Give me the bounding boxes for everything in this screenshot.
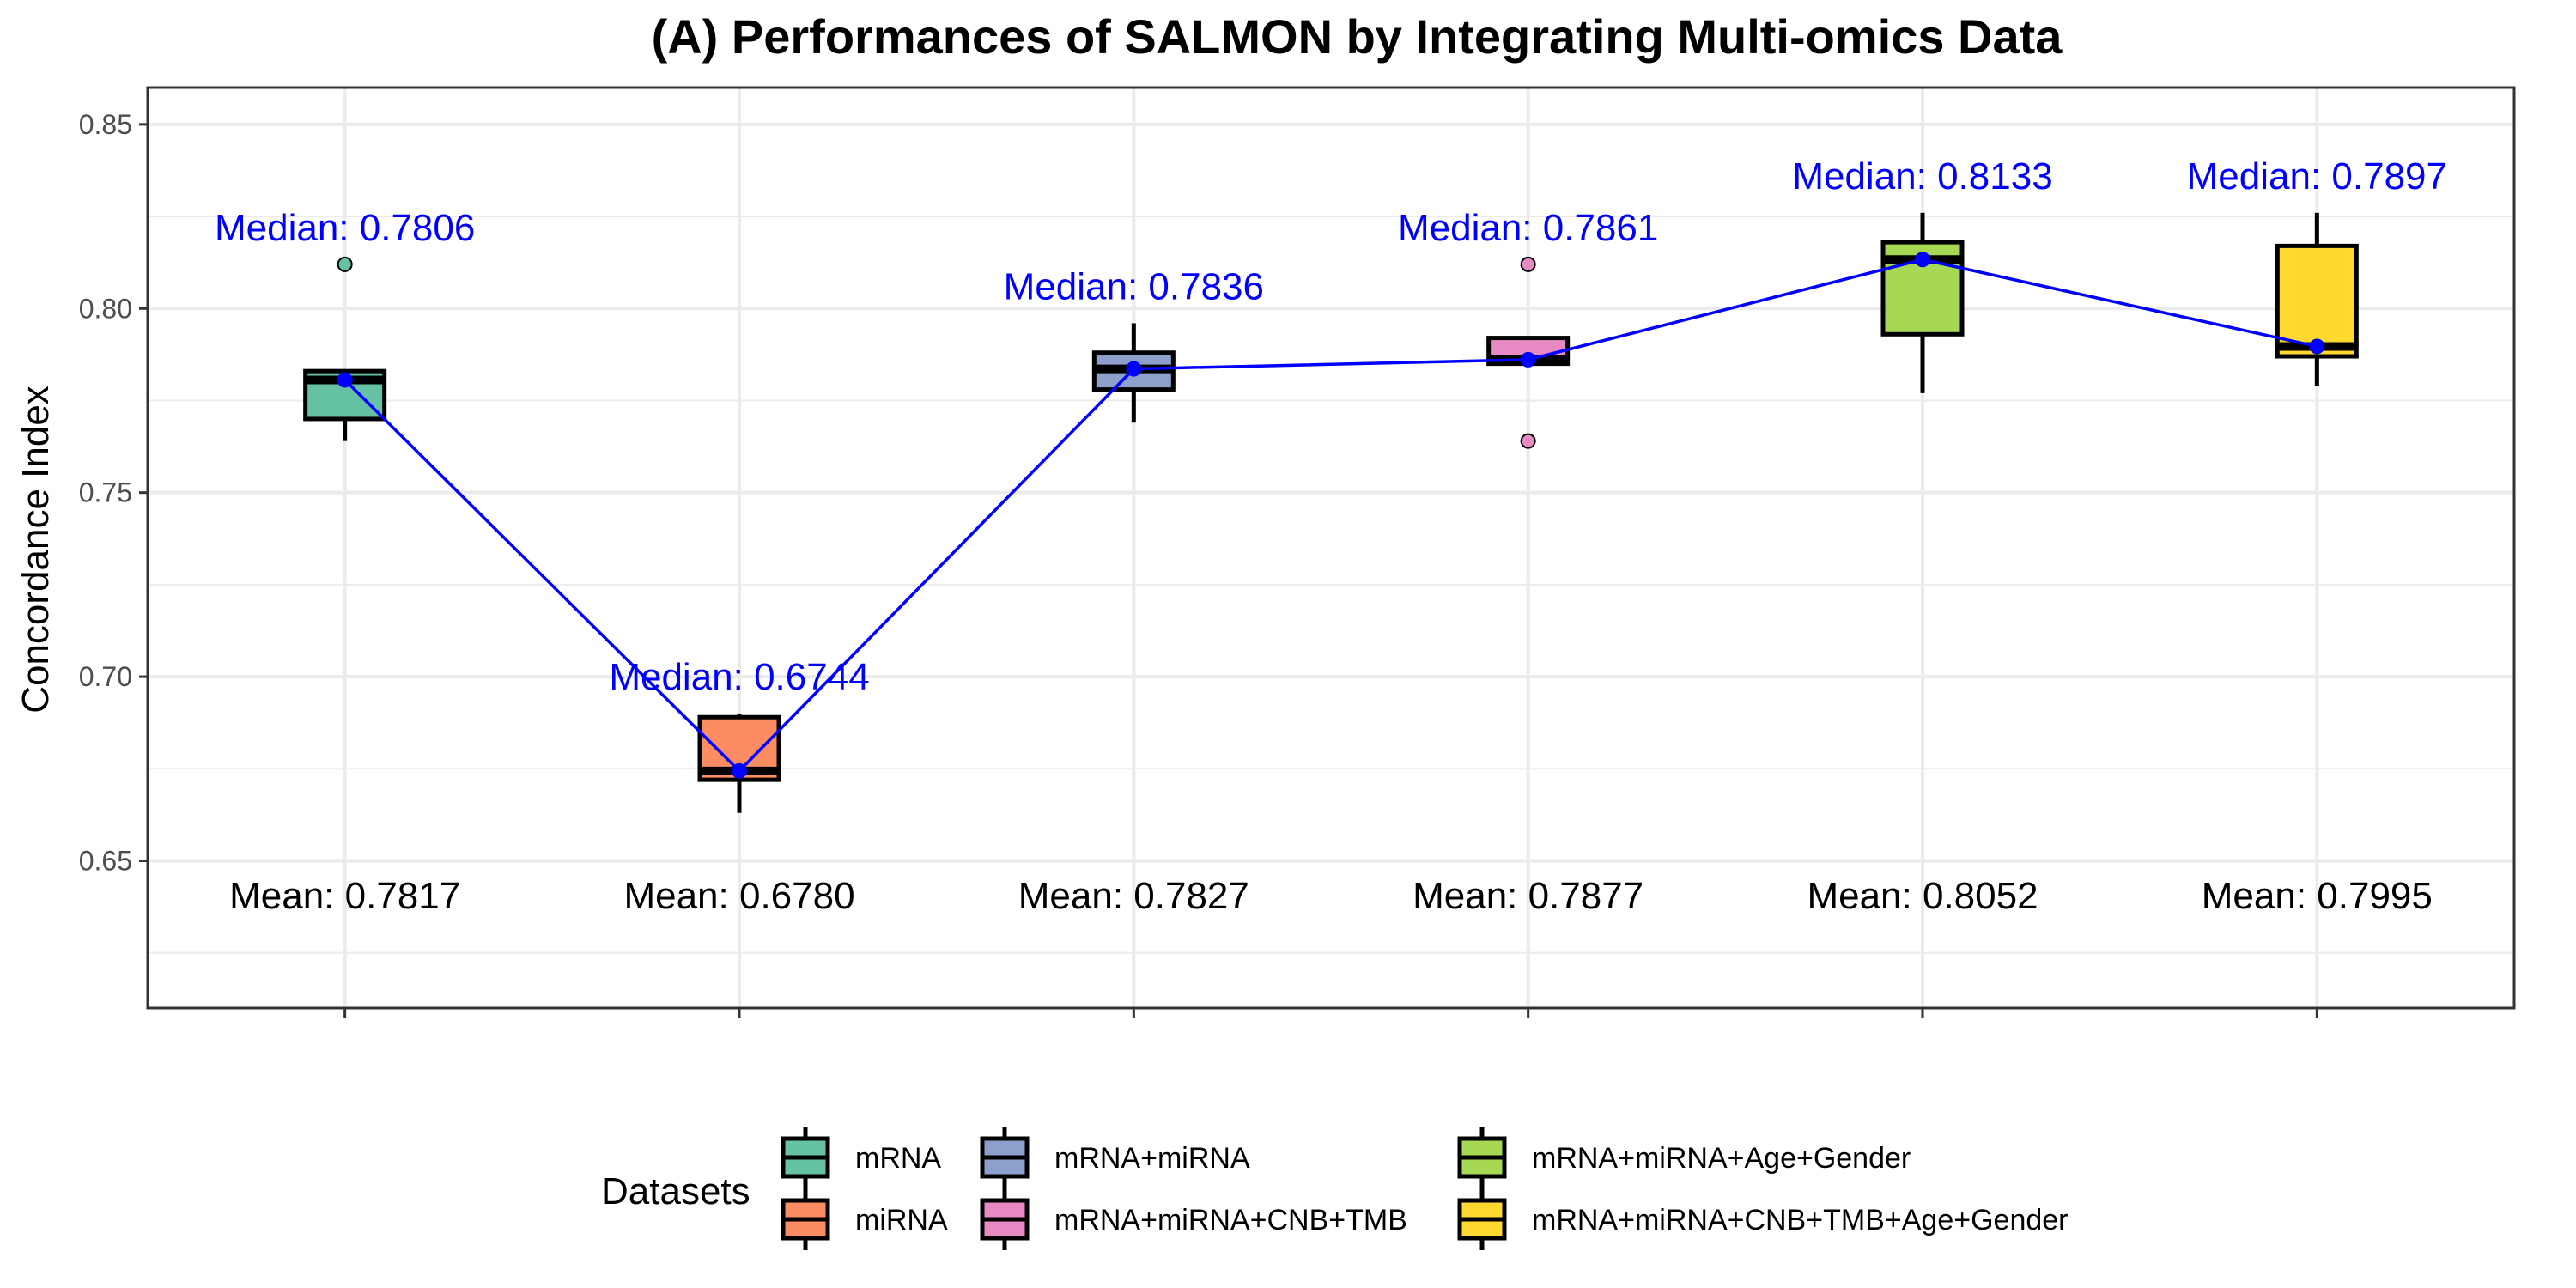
legend-item: mRNA+miRNA+CNB+TMB+Age+Gender: [1457, 1188, 2069, 1250]
legend-item: mRNA+miRNA+Age+Gender: [1457, 1127, 1911, 1188]
mean-label: Mean: 0.8052: [1807, 875, 2038, 917]
y-tick-label: 0.85: [79, 109, 132, 140]
mean-label: Mean: 0.7817: [229, 875, 460, 917]
median-label: Median: 0.7836: [1004, 265, 1264, 307]
y-tick-label: 0.75: [79, 477, 132, 508]
median-point: [1915, 252, 1930, 268]
mean-label: Mean: 0.7995: [2202, 875, 2433, 917]
chart-title: (A) Performances of SALMON by Integratin…: [652, 9, 2063, 64]
legend-item: mRNA: [781, 1127, 941, 1188]
median-point: [732, 762, 747, 779]
median-point: [1126, 361, 1142, 377]
legend-label: mRNA+miRNA+Age+Gender: [1532, 1142, 1911, 1175]
outlier-point: [1520, 256, 1536, 272]
legend-title: Datasets: [601, 1170, 750, 1212]
y-tick-label: 0.65: [79, 845, 132, 876]
median-point: [2309, 338, 2325, 355]
mean-label: Mean: 0.7827: [1018, 875, 1249, 917]
legend-label: mRNA+miRNA: [1054, 1142, 1250, 1175]
legend-label: mRNA+miRNA+CNB+TMB+Age+Gender: [1532, 1204, 2069, 1236]
legend-label: mRNA+miRNA+CNB+TMB: [1054, 1204, 1407, 1236]
legend: mRNA miRNA mRNA+miRNA mRNA+miRNA+CNB+TMB mRN…: [781, 1127, 2069, 1250]
box-6: [2275, 212, 2359, 386]
y-axis-label: Concordance Index: [15, 386, 57, 714]
median-point: [337, 372, 353, 388]
median-label: Median: 0.7861: [1398, 207, 1658, 249]
median-label: Median: 0.8133: [1792, 155, 2052, 197]
median-label: Median: 0.7897: [2187, 155, 2447, 197]
median-label: Median: 0.7806: [215, 207, 475, 249]
mean-label: Mean: 0.6780: [623, 875, 854, 917]
y-tick-label: 0.80: [79, 293, 132, 324]
plot-area: 0.65 0.70 0.75 0.80 0.85 Median: 0.7806 Median…: [79, 86, 2516, 1018]
outlier-point: [1520, 433, 1536, 449]
panel-background: [148, 88, 2514, 1008]
legend-item: mRNA+miRNA: [980, 1127, 1250, 1188]
legend-label: mRNA: [855, 1142, 941, 1175]
panel-border: [146, 86, 2516, 1010]
median-trend-line: [343, 258, 2318, 774]
mean-label: Mean: 0.7877: [1413, 875, 1643, 917]
legend-item: mRNA+miRNA+CNB+TMB: [980, 1188, 1407, 1250]
legend-label: miRNA: [855, 1204, 948, 1236]
outlier-point: [337, 256, 353, 272]
legend-item: miRNA: [781, 1188, 948, 1250]
y-tick-label: 0.70: [79, 661, 132, 692]
median-point: [1520, 351, 1536, 368]
box-body: [2275, 243, 2359, 359]
median-label: Median: 0.6744: [609, 656, 869, 698]
